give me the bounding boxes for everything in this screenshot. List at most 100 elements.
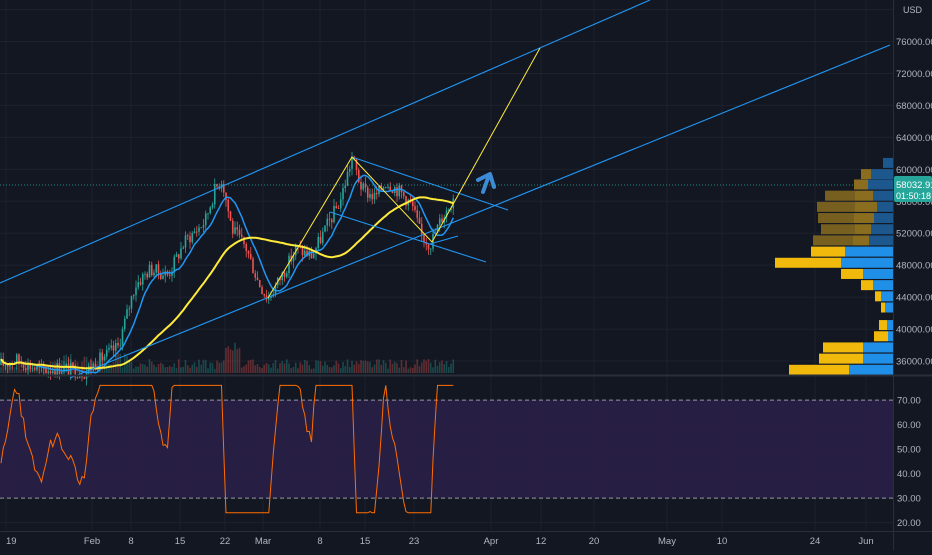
profile-bar-gold	[855, 201, 877, 212]
candle-body	[346, 171, 349, 186]
candle-body	[135, 287, 137, 296]
profile-bar-blue	[881, 291, 893, 302]
volume-bar	[355, 361, 358, 373]
candle-body	[146, 273, 149, 278]
volume-bar	[373, 364, 376, 373]
volume-bar	[85, 357, 88, 373]
channel-lower-line[interactable]	[69, 44, 891, 379]
volume-bar	[270, 367, 272, 373]
flag-upper-line[interactable]	[351, 156, 509, 211]
candle-body	[301, 247, 304, 256]
candle-body	[168, 274, 171, 276]
candle-body	[92, 363, 95, 371]
candle-body	[108, 347, 110, 350]
volume-bar	[225, 348, 227, 373]
volume-bar	[402, 367, 405, 373]
candle-body	[193, 231, 196, 234]
volume-bar	[369, 361, 371, 373]
price-tick-label: 44000.00	[896, 293, 932, 304]
time-tick-label: 22	[220, 536, 231, 547]
volume-bar	[425, 360, 428, 373]
candle-body	[427, 244, 430, 250]
volume-bar	[175, 368, 178, 373]
up-arrow-icon[interactable]	[476, 172, 496, 194]
candle-body	[319, 236, 322, 244]
profile-bar-gold	[854, 179, 868, 190]
volume-bar	[384, 362, 387, 373]
candle-body	[326, 218, 329, 226]
candle-body	[398, 185, 401, 197]
ma-slow-line	[0, 196, 454, 370]
candle-body	[162, 275, 164, 279]
candle-body	[33, 368, 36, 370]
candle-body	[364, 183, 367, 188]
profile-bar-gold	[855, 190, 873, 201]
candle-body	[63, 365, 65, 372]
volume-bar	[344, 366, 347, 373]
volume-bar	[153, 364, 155, 373]
volume-bar	[418, 366, 421, 373]
candle-body	[45, 368, 47, 373]
candle-body	[243, 236, 245, 245]
rsi-line	[0, 384, 454, 514]
volume-bar	[427, 359, 430, 373]
volume-bar	[83, 356, 86, 373]
price-tick-label: 56000.00	[896, 197, 932, 208]
candle-body	[405, 196, 407, 206]
candle-body	[366, 187, 369, 198]
volume-bar	[429, 362, 432, 373]
volume-bar	[452, 359, 455, 373]
rsi-tick-label: 20.00	[897, 518, 921, 529]
volume-bar	[247, 360, 250, 373]
volume-bar	[148, 359, 151, 373]
channel-upper-line[interactable]	[0, 0, 651, 284]
profile-bar-gold-dim	[821, 224, 855, 235]
candle-body	[69, 362, 72, 375]
candle-body	[58, 363, 61, 374]
currency-label: USD	[903, 5, 923, 15]
candle-body	[438, 218, 441, 225]
volume-bar	[119, 353, 122, 373]
volume-bar	[112, 362, 115, 373]
volume-bar	[171, 366, 173, 373]
flag-mid-line[interactable]	[429, 235, 459, 245]
profile-bar-gold	[854, 213, 874, 224]
candle-body	[121, 328, 124, 346]
volume-bar	[146, 366, 149, 373]
candle-body	[328, 218, 331, 220]
candle-body	[198, 227, 200, 232]
volume-bar	[360, 360, 362, 373]
volume-bar	[211, 362, 214, 373]
volume-bar	[279, 363, 281, 373]
volume-bar	[407, 368, 410, 373]
candle-body	[211, 204, 214, 208]
candle-body	[238, 229, 241, 235]
volume-bar	[256, 364, 259, 373]
candle-body	[29, 362, 32, 369]
price-tick-label: 64000.00	[896, 133, 932, 144]
candle-body	[261, 287, 263, 294]
time-tick-label: May	[658, 536, 676, 547]
volume-bar	[198, 359, 200, 373]
profile-bar-blue	[869, 235, 893, 246]
volume-bar	[121, 367, 124, 373]
drawings[interactable]	[0, 0, 893, 379]
profile-bar-gold-dim	[813, 235, 853, 246]
ma-fast-line	[0, 174, 454, 374]
price-tick-label: 68000.00	[896, 101, 932, 112]
profile-bar-gold	[841, 268, 863, 279]
candle-body	[387, 186, 389, 188]
price-tick-label: 60000.00	[896, 165, 932, 176]
volume-bar	[308, 365, 311, 373]
volume-bar	[191, 364, 194, 373]
volume-bar	[301, 364, 304, 373]
volume-bar	[324, 361, 326, 373]
projection-line[interactable]	[267, 47, 541, 299]
flag-lower-line[interactable]	[329, 211, 487, 263]
volume-bar	[20, 368, 23, 373]
candle-body	[279, 277, 281, 281]
volume-bar	[346, 359, 349, 373]
candle-body	[0, 359, 2, 366]
